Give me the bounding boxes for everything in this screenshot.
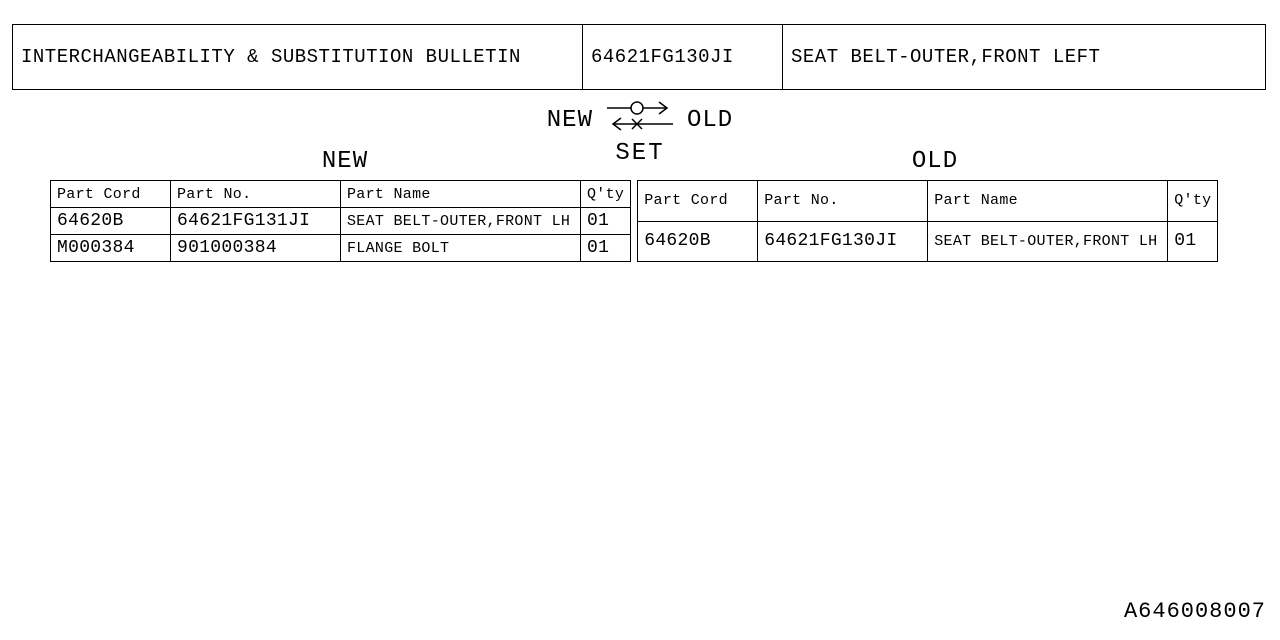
table-row: M000384 901000384 FLANGE BOLT 01 bbox=[51, 235, 631, 262]
col-part-no: Part No. bbox=[758, 181, 928, 222]
cell-part-cord: 64620B bbox=[638, 221, 758, 262]
cell-qty: 01 bbox=[1168, 221, 1218, 262]
col-part-cord: Part Cord bbox=[51, 181, 171, 208]
bulletin-part-no: 64621FG130JI bbox=[583, 25, 783, 89]
table-row: 64620B 64621FG131JI SEAT BELT-OUTER,FRON… bbox=[51, 208, 631, 235]
drawing-code: A646008007 bbox=[1124, 599, 1266, 624]
new-parts-table: Part Cord Part No. Part Name Q'ty 64620B… bbox=[50, 180, 631, 262]
cell-part-name: FLANGE BOLT bbox=[341, 235, 581, 262]
table-row: 64620B 64621FG130JI SEAT BELT-OUTER,FRON… bbox=[638, 221, 1218, 262]
bulletin-header: INTERCHANGEABILITY & SUBSTITUTION BULLET… bbox=[12, 24, 1266, 90]
bulletin-title: INTERCHANGEABILITY & SUBSTITUTION BULLET… bbox=[13, 25, 583, 89]
cell-part-name: SEAT BELT-OUTER,FRONT LH bbox=[928, 221, 1168, 262]
cell-part-no: 64621FG131JI bbox=[171, 208, 341, 235]
cell-part-name: SEAT BELT-OUTER,FRONT LH bbox=[341, 208, 581, 235]
cell-part-no: 64621FG130JI bbox=[758, 221, 928, 262]
arrow-old-label: OLD bbox=[687, 107, 733, 134]
col-part-cord: Part Cord bbox=[638, 181, 758, 222]
cell-qty: 01 bbox=[581, 235, 631, 262]
table-header-row: Part Cord Part No. Part Name Q'ty bbox=[51, 181, 631, 208]
old-side-label: OLD bbox=[640, 148, 1230, 175]
arrow-new-label: NEW bbox=[547, 107, 593, 134]
col-part-no: Part No. bbox=[171, 181, 341, 208]
cell-part-cord: M000384 bbox=[51, 235, 171, 262]
cell-part-cord: 64620B bbox=[51, 208, 171, 235]
tables-container: Part Cord Part No. Part Name Q'ty 64620B… bbox=[50, 180, 1218, 262]
interchange-arrow-icon bbox=[601, 98, 679, 142]
col-qty: Q'ty bbox=[581, 181, 631, 208]
new-side-label: NEW bbox=[50, 148, 640, 175]
bulletin-part-name: SEAT BELT-OUTER,FRONT LEFT bbox=[783, 25, 1265, 89]
col-qty: Q'ty bbox=[1168, 181, 1218, 222]
col-part-name: Part Name bbox=[928, 181, 1168, 222]
table-header-row: Part Cord Part No. Part Name Q'ty bbox=[638, 181, 1218, 222]
side-labels: NEW OLD bbox=[50, 148, 1230, 175]
col-part-name: Part Name bbox=[341, 181, 581, 208]
old-parts-table: Part Cord Part No. Part Name Q'ty 64620B… bbox=[637, 180, 1218, 262]
cell-part-no: 901000384 bbox=[171, 235, 341, 262]
cell-qty: 01 bbox=[581, 208, 631, 235]
